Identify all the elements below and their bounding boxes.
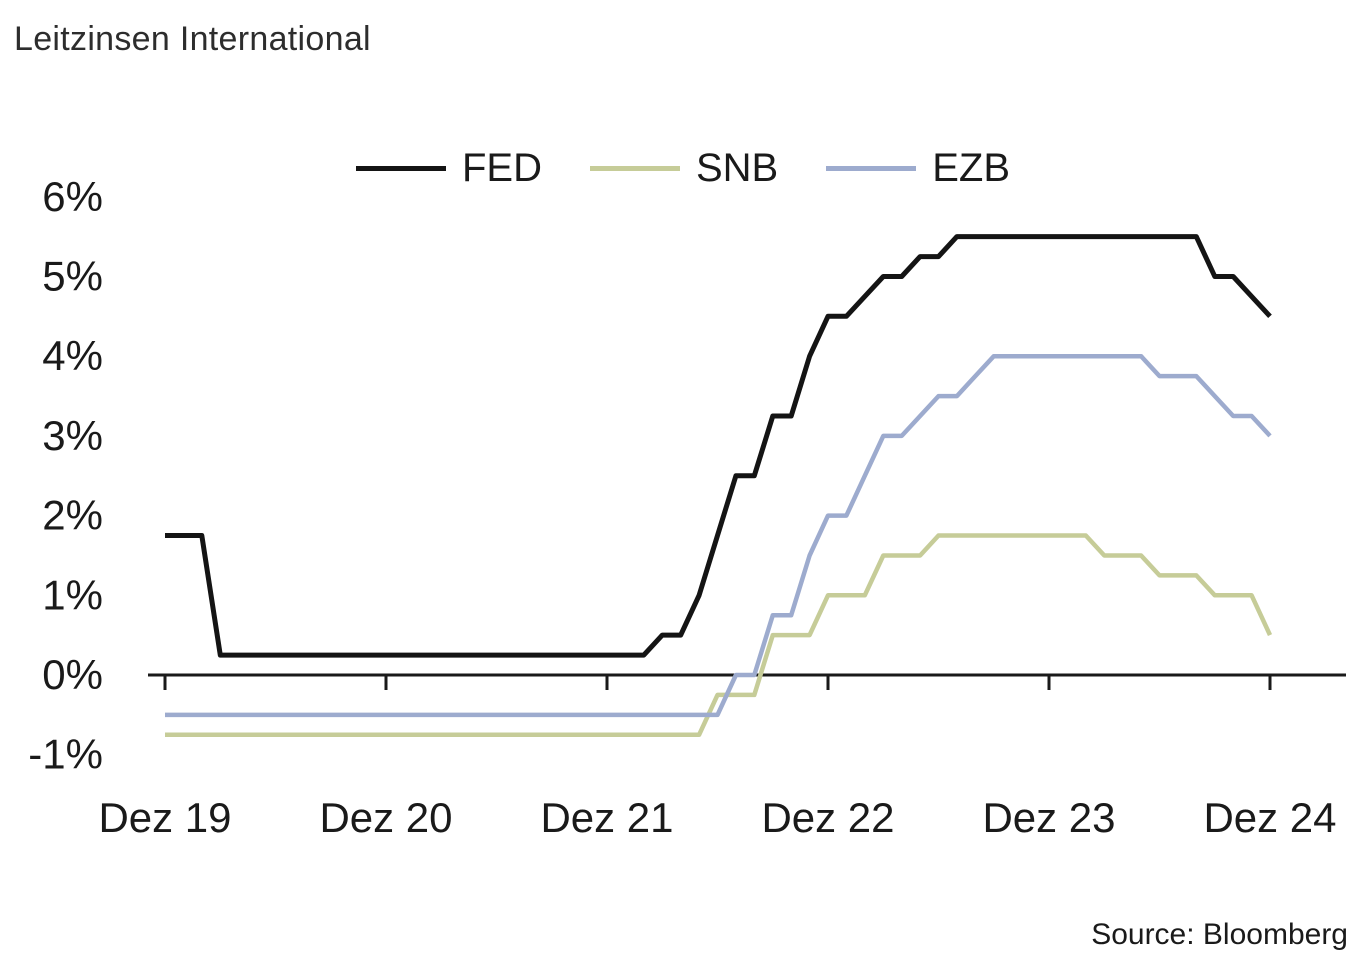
legend-item-fed: FED bbox=[355, 146, 542, 190]
x-axis-label: Dez 23 bbox=[982, 794, 1115, 841]
y-axis-label: 1% bbox=[42, 571, 103, 618]
x-axis-label: Dez 24 bbox=[1203, 794, 1336, 841]
y-axis-label: 3% bbox=[42, 412, 103, 459]
y-axis-label: 4% bbox=[42, 332, 103, 379]
legend-item-snb: SNB bbox=[589, 146, 779, 190]
series-line-snb bbox=[165, 533, 1273, 738]
chart-title: Leitzinsen International bbox=[14, 20, 371, 58]
legend-item-ezb: EZB bbox=[826, 148, 1010, 188]
legend-label-ezb: EZB bbox=[932, 146, 1011, 190]
series-line-ezb bbox=[165, 353, 1272, 718]
x-axis-label: Dez 20 bbox=[319, 794, 452, 841]
legend-label-snb: SNB bbox=[695, 146, 779, 190]
y-axis-label: 5% bbox=[42, 253, 103, 300]
snb-line-swatch-icon bbox=[589, 165, 680, 171]
y-axis-label: 6% bbox=[42, 173, 103, 220]
series-line-fed bbox=[165, 234, 1272, 658]
fed-line-swatch-icon bbox=[355, 165, 446, 171]
x-axis-label: Dez 19 bbox=[98, 794, 231, 841]
x-axis-label: Dez 22 bbox=[761, 794, 894, 841]
chart-legend: FED SNB EZB bbox=[0, 148, 1366, 188]
y-axis-label: -1% bbox=[28, 731, 103, 778]
x-axis-label: Dez 21 bbox=[540, 794, 673, 841]
legend-label-fed: FED bbox=[461, 146, 542, 190]
ezb-line-swatch-icon bbox=[826, 165, 917, 171]
y-axis-label: 2% bbox=[42, 492, 103, 539]
y-axis-label: 0% bbox=[42, 651, 103, 698]
source-credit: Source: Bloomberg bbox=[1091, 918, 1348, 951]
